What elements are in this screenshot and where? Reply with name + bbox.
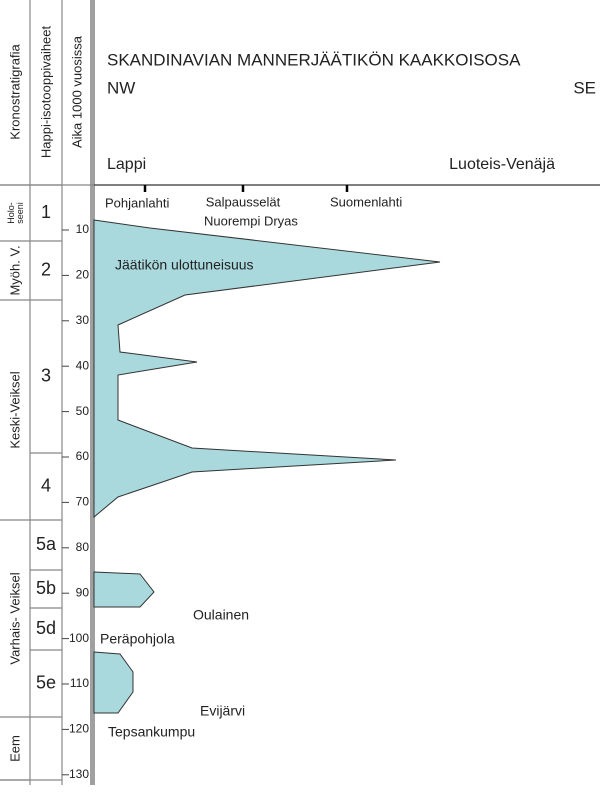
glacier-area — [93, 651, 134, 714]
region: Lappi — [107, 156, 146, 173]
place: Pohjanlahti — [105, 195, 169, 210]
direction: SE — [573, 78, 596, 97]
chronozone-label: Varhais- Veiksel — [7, 572, 22, 664]
stage-label: 4 — [41, 475, 51, 495]
column-header: Happi-isotooppivaiheet — [38, 25, 53, 158]
age-tick-label: 30 — [76, 313, 90, 327]
glacier-area — [93, 571, 155, 608]
glacier-label: Jäätikön ulottuneisuus — [115, 257, 254, 273]
stage-label: 5b — [36, 578, 56, 598]
site: Evijärvi — [200, 703, 245, 719]
site: Tepsankumpu — [108, 724, 195, 740]
age-tick-label: 100 — [69, 631, 89, 645]
place: Suomenlahti — [330, 194, 402, 209]
age-tick-label: 130 — [69, 767, 89, 781]
site: Oulainen — [193, 607, 249, 623]
direction: NW — [107, 78, 135, 97]
glacier-area — [93, 219, 441, 519]
age-tick-label: 40 — [76, 358, 90, 372]
stage-label: 5d — [36, 618, 56, 638]
age-tick-label: 110 — [70, 676, 89, 690]
title: SKANDINAVIAN MANNERJÄÄTIKÖN KAAKKOISOSA — [107, 50, 521, 69]
age-tick-label: 120 — [69, 722, 89, 736]
stage-label: 2 — [41, 259, 51, 279]
age-tick-label: 20 — [76, 268, 90, 282]
age-tick-label: 90 — [76, 585, 90, 599]
chronozone-label: seeni — [15, 202, 25, 224]
stage-label: 1 — [41, 202, 51, 222]
age-tick-label: 50 — [76, 404, 90, 418]
age-tick-label: 80 — [76, 540, 90, 554]
chronozone-label: Holo- — [6, 202, 16, 224]
chronozone-label: Eem — [7, 735, 22, 762]
age-tick-label: 10 — [76, 222, 90, 236]
column-header: Kronostratigrafia — [7, 44, 22, 140]
place: Nuorempi Dryas — [204, 213, 298, 228]
chronozone-label: Keski-Veiksel — [7, 371, 22, 448]
stage-label: 5a — [36, 534, 57, 554]
place: Salpausselät — [206, 194, 281, 209]
stage-label: 3 — [41, 365, 51, 385]
stage-label: 5e — [36, 672, 56, 692]
age-tick-label: 60 — [76, 449, 90, 463]
column-header: Aika 1000 vuosissa — [69, 35, 84, 148]
glacier-extent — [93, 219, 441, 714]
region: Luoteis-Venäjä — [449, 156, 555, 173]
column-edge — [90, 0, 95, 785]
chronozone-label: Myöh. V. — [7, 245, 22, 295]
site: Peräpohjola — [100, 631, 175, 647]
age-tick-label: 70 — [76, 495, 90, 509]
